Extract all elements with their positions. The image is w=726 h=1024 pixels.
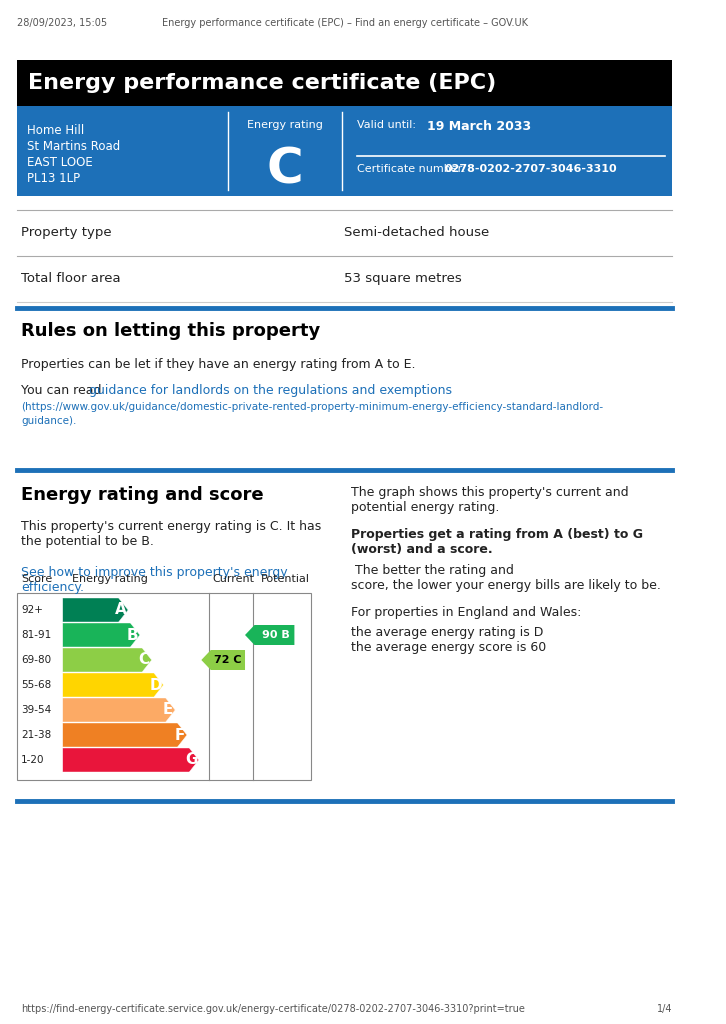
Polygon shape — [62, 648, 152, 672]
Text: Current: Current — [213, 574, 255, 584]
Polygon shape — [201, 650, 245, 670]
Text: You can read: You can read — [21, 384, 105, 397]
Text: 21-38: 21-38 — [21, 730, 51, 740]
Text: The better the rating and
score, the lower your energy bills are likely to be.: The better the rating and score, the low… — [351, 564, 661, 592]
Text: PL13 1LP: PL13 1LP — [27, 172, 80, 185]
Text: 72 C: 72 C — [214, 655, 242, 665]
Polygon shape — [62, 698, 175, 722]
Text: Properties can be let if they have an energy rating from A to E.: Properties can be let if they have an en… — [21, 358, 415, 371]
Text: 92+: 92+ — [21, 605, 43, 615]
FancyBboxPatch shape — [17, 106, 672, 196]
Text: 55-68: 55-68 — [21, 680, 51, 690]
Text: Energy performance certificate (EPC) – Find an energy certificate – GOV.UK: Energy performance certificate (EPC) – F… — [162, 18, 528, 28]
Polygon shape — [245, 625, 295, 645]
Text: 81-91: 81-91 — [21, 630, 51, 640]
Text: Properties get a rating from A (best) to G
(worst) and a score.: Properties get a rating from A (best) to… — [351, 528, 643, 556]
Text: Total floor area: Total floor area — [21, 272, 121, 285]
Text: 1-20: 1-20 — [21, 755, 44, 765]
Text: Potential: Potential — [261, 574, 309, 584]
Text: 0278-0202-2707-3046-3310: 0278-0202-2707-3046-3310 — [444, 164, 617, 174]
Text: the average energy rating is D
the average energy score is 60: the average energy rating is D the avera… — [351, 626, 547, 654]
Text: See how to improve this property's energy
efficiency.: See how to improve this property's energ… — [21, 566, 287, 594]
Text: The graph shows this property's current and
potential energy rating.: The graph shows this property's current … — [351, 486, 629, 514]
Text: Home Hill: Home Hill — [27, 124, 83, 137]
Text: St Martins Road: St Martins Road — [27, 140, 120, 153]
Text: A: A — [115, 602, 126, 617]
Text: Certificate number:: Certificate number: — [357, 164, 465, 174]
Text: 28/09/2023, 15:05: 28/09/2023, 15:05 — [17, 18, 107, 28]
Text: (https://www.gov.uk/guidance/domestic-private-rented-property-minimum-energy-eff: (https://www.gov.uk/guidance/domestic-pr… — [21, 402, 603, 412]
Text: C: C — [266, 146, 303, 194]
Text: C: C — [139, 652, 150, 668]
Text: 69-80: 69-80 — [21, 655, 51, 665]
Polygon shape — [62, 598, 128, 622]
Text: Energy rating and score: Energy rating and score — [21, 486, 264, 504]
Text: D: D — [150, 678, 162, 692]
Text: 1/4: 1/4 — [657, 1004, 672, 1014]
Text: 53 square metres: 53 square metres — [344, 272, 462, 285]
FancyBboxPatch shape — [17, 60, 672, 106]
Text: This property's current energy rating is C. It has
the potential to be B.: This property's current energy rating is… — [21, 520, 321, 548]
Text: E: E — [163, 702, 173, 718]
Text: For properties in England and Wales:: For properties in England and Wales: — [351, 606, 582, 618]
Text: Semi-detached house: Semi-detached house — [344, 226, 489, 239]
Polygon shape — [62, 723, 187, 746]
Text: 19 March 2033: 19 March 2033 — [428, 120, 531, 133]
Text: G: G — [185, 753, 197, 768]
Text: B: B — [126, 628, 138, 642]
Polygon shape — [62, 623, 140, 647]
Text: https://find-energy-certificate.service.gov.uk/energy-certificate/0278-0202-2707: https://find-energy-certificate.service.… — [21, 1004, 525, 1014]
FancyBboxPatch shape — [17, 593, 311, 780]
Polygon shape — [62, 748, 199, 772]
Text: Energy performance certificate (EPC): Energy performance certificate (EPC) — [28, 73, 497, 93]
Text: Property type: Property type — [21, 226, 112, 239]
Text: Energy rating: Energy rating — [72, 574, 148, 584]
Text: 90 B: 90 B — [261, 630, 289, 640]
Text: Valid until:: Valid until: — [357, 120, 416, 130]
Text: guidance).: guidance). — [21, 416, 76, 426]
Text: EAST LOOE: EAST LOOE — [27, 156, 92, 169]
Text: Energy rating: Energy rating — [247, 120, 323, 130]
Text: Rules on letting this property: Rules on letting this property — [21, 322, 320, 340]
Polygon shape — [62, 673, 163, 697]
Text: 39-54: 39-54 — [21, 705, 51, 715]
Text: F: F — [174, 727, 184, 742]
Text: Score: Score — [21, 574, 52, 584]
Text: guidance for landlords on the regulations and exemptions: guidance for landlords on the regulation… — [89, 384, 452, 397]
